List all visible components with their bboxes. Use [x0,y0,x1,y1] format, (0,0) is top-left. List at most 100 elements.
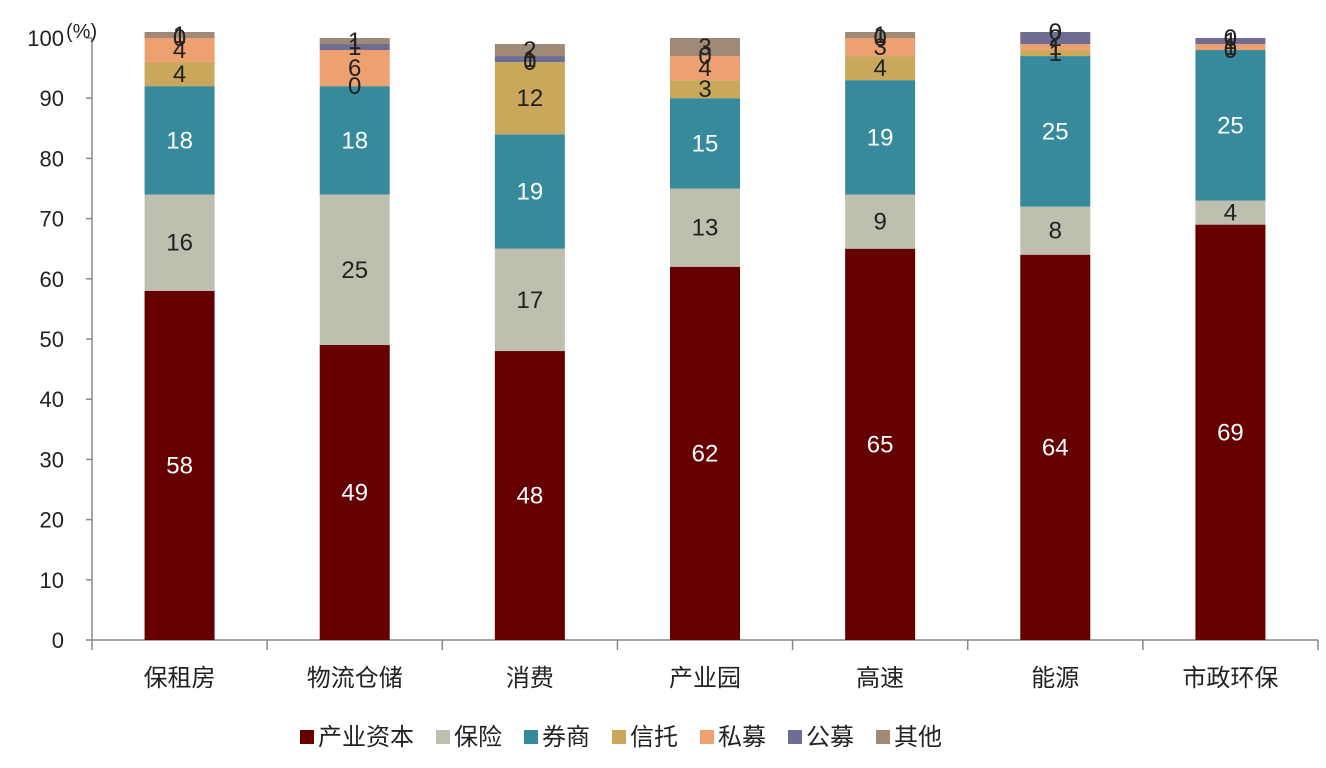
legend-item-label: 保险 [454,723,502,751]
bar-value-label: 1 [1224,28,1237,55]
bar-value-label: 4 [873,55,886,82]
bar-segment [494,351,565,640]
bar-value-label: 62 [692,440,719,467]
bar-value-label: 0 [1224,25,1237,52]
bar-segment [144,62,215,87]
bar-segment [1020,44,1091,51]
bar-segment [319,44,390,51]
legend-swatch [700,730,714,744]
bar-value-label: 4 [1224,200,1237,227]
bar-value-label: 3 [873,34,886,61]
bar-value-label: 3 [698,76,711,103]
bar-value-label: 18 [341,127,368,154]
bar-segment [670,98,740,189]
bar-segment [319,50,390,87]
bar-segment [845,80,916,195]
y-tick-label: 60 [40,267,64,292]
x-tick-label: 市政环保 [1182,664,1278,692]
y-tick-label: 80 [40,146,64,171]
bar-segment [670,56,740,81]
y-tick-label: 20 [40,508,64,533]
bar-segment [845,38,916,57]
legend: 产业资本 保险 券商 信托 私募 公募 其他 [300,723,942,751]
bar-value-label: 12 [517,85,544,112]
bar-segment [144,194,215,291]
legend-item-label: 信托 [630,723,678,751]
bar-segment [670,188,740,267]
legend-swatch [612,730,626,744]
bar-value-label: 64 [1042,434,1069,461]
bar-segment [1020,206,1091,255]
bar-value-label: 19 [867,124,894,151]
legend-item-label: 产业资本 [318,723,414,751]
bar-value-label: 1 [523,46,536,73]
bar-value-label: 1 [1224,34,1237,61]
bar-value-label: 69 [1217,419,1244,446]
bar-segment [319,86,390,195]
x-tick-label: 产业园 [669,664,741,692]
bar-value-label: 2 [1049,25,1062,52]
legend-swatch [436,730,450,744]
bar-value-label: 4 [173,61,186,88]
bar-value-label: 1 [1049,34,1062,61]
y-tick-label: 40 [40,387,64,412]
bar-segment [1020,254,1091,640]
bar-value-label: 25 [341,257,368,284]
bar-segment [319,194,390,346]
bar-value-label: 4 [173,37,186,64]
bar-value-label: 1 [873,22,886,49]
legend-item-label: 其他 [894,723,942,751]
bar-segment [494,62,565,135]
y-tick-label: 100 [27,26,64,51]
legend-item-label: 私募 [718,723,766,751]
y-tick-label: 0 [52,628,64,653]
bar-segment [1195,50,1266,201]
y-axis-unit: (%) [66,21,97,43]
bar-value-label: 1 [1049,40,1062,67]
bar-value-labels: 5816184401492518061148171912012621315340… [166,19,1244,510]
bar-value-label: 1 [348,34,361,61]
legend-item-label: 券商 [542,723,590,751]
bar-segment [670,80,740,99]
y-axis: 0 10 20 30 40 50 60 70 80 90 100 (%) [27,21,97,653]
bar-value-label: 49 [341,480,368,507]
bar-segment [494,134,565,249]
bar-value-label: 0 [1049,19,1062,46]
bar-value-label: 1 [173,22,186,49]
bar-value-label: 65 [867,431,894,458]
bar-value-label: 16 [166,230,193,257]
y-tick-label: 10 [40,568,64,593]
bar-segment [845,56,916,81]
bar-value-label: 17 [517,287,544,314]
bar-value-label: 2 [523,37,536,64]
y-tick-label: 50 [40,327,64,352]
bar-value-label: 58 [166,452,193,479]
bar-value-label: 0 [523,49,536,76]
legend-item-label: 公募 [806,723,854,751]
bar-value-label: 13 [692,215,719,242]
bar-segment [494,44,565,57]
bar-value-label: 4 [698,55,711,82]
bar-value-label: 0 [348,73,361,100]
legend-swatch [300,730,314,744]
bar-segment [845,248,916,640]
bar-segment [1020,56,1091,207]
x-tick-label: 消费 [506,664,554,692]
bar-value-label: 25 [1217,112,1244,139]
bar-value-label: 18 [166,127,193,154]
bar-value-label: 6 [348,55,361,82]
bar-segment [1195,38,1266,45]
bar-value-label: 9 [873,209,886,236]
bar-value-label: 19 [517,179,544,206]
bar-segment [1195,224,1266,640]
bar-segment [845,194,916,249]
bar-segment [319,38,390,45]
bar-segment [845,31,916,38]
bar-segment [144,290,215,640]
bar-segment [144,86,215,195]
bar-segment [494,248,565,352]
legend-swatch [788,730,802,744]
x-tick-label: 高速 [856,664,904,692]
y-tick-label: 70 [40,207,64,232]
